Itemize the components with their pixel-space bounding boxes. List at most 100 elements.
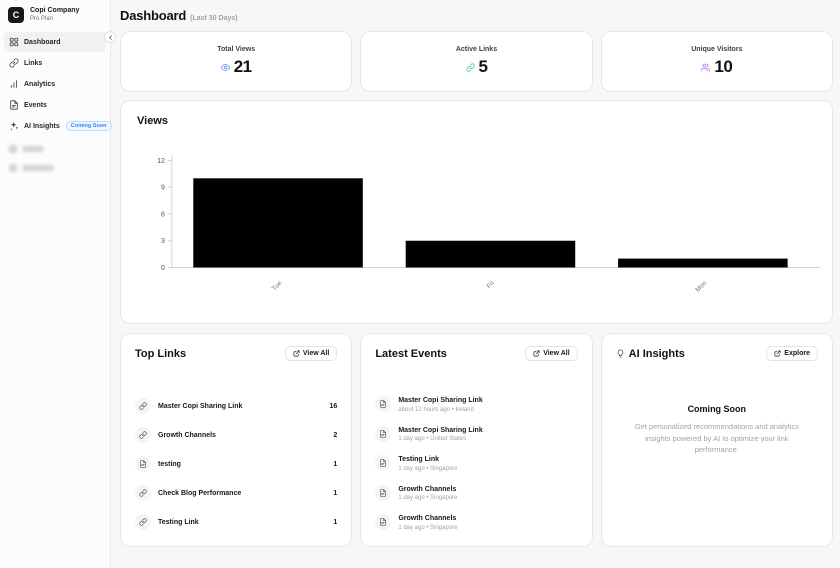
svg-text:12: 12	[157, 158, 165, 165]
event-row[interactable]: Testing Link 1 day ago • Singapore	[375, 455, 577, 472]
sidebar-item-ai-insights[interactable]: AI Insights Coming Soon	[4, 116, 112, 136]
event-meta: 1 day ago • Singapore	[398, 495, 458, 501]
stats-row: Total Views 21 Active Links 5 Unique Vis…	[120, 31, 833, 92]
svg-text:0: 0	[161, 265, 165, 272]
latest-events-panel: Latest Events View All Master Copi Shari…	[360, 333, 593, 547]
sidebar-collapse-button[interactable]	[104, 31, 116, 43]
svg-text:Fri: Fri	[486, 280, 496, 290]
document-icon	[375, 484, 392, 501]
blurred-icon	[9, 164, 17, 172]
svg-text:9: 9	[161, 185, 165, 192]
main-content: Dashboard (Last 30 Days) Total Views 21 …	[112, 0, 840, 568]
link-count: 2	[333, 431, 338, 439]
explore-button[interactable]: Explore	[766, 346, 818, 361]
external-link-icon	[293, 350, 300, 357]
views-chart-title: Views	[137, 115, 168, 127]
document-icon	[135, 456, 151, 472]
bar-chart-icon	[9, 79, 19, 89]
page-header: Dashboard (Last 30 Days)	[120, 8, 238, 23]
event-name: Master Copi Sharing Link	[398, 397, 483, 404]
svg-text:3: 3	[161, 238, 165, 245]
coming-soon-heading: Coming Soon	[687, 404, 747, 414]
event-meta: 1 day ago • United States	[398, 436, 467, 442]
link-icon	[9, 58, 19, 68]
event-name: Growth Channels	[398, 485, 457, 493]
stat-value: 5	[478, 57, 488, 76]
link-row[interactable]: Master Copi Sharing Link 16	[135, 398, 337, 414]
link-count: 1	[333, 518, 338, 526]
external-link-icon	[533, 350, 540, 357]
sidebar-item-analytics[interactable]: Analytics	[4, 74, 106, 94]
view-all-events-button[interactable]: View All	[525, 346, 578, 361]
stat-label: Unique Visitors	[691, 46, 743, 53]
blurred-icon	[9, 145, 17, 153]
document-icon	[9, 100, 19, 110]
grid-icon	[9, 37, 19, 47]
event-meta: about 12 hours ago • Ireland	[398, 406, 474, 413]
blurred-label	[22, 165, 54, 171]
view-all-links-button[interactable]: View All	[284, 346, 338, 361]
chevron-left-icon	[107, 34, 114, 41]
users-icon	[701, 63, 711, 72]
company-plan: Pro Plan	[30, 16, 54, 23]
sparkles-icon	[9, 121, 19, 131]
company-name: Copi Company	[30, 7, 80, 15]
event-row[interactable]: Growth Channels 1 day ago • Singapore	[375, 514, 577, 531]
sidebar-item-blurred	[4, 140, 106, 158]
link-name: Master Copi Sharing Link	[158, 402, 243, 410]
event-row[interactable]: Growth Channels 1 day ago • Singapore	[375, 484, 577, 501]
stat-value: 21	[233, 57, 252, 76]
link-icon	[135, 514, 151, 530]
lightbulb-icon	[616, 349, 625, 358]
link-icon	[465, 62, 475, 72]
document-icon	[375, 425, 392, 442]
page-title: Dashboard	[120, 8, 187, 23]
stat-card-total-views: Total Views 21	[120, 31, 353, 92]
top-links-list: Master Copi Sharing Link 16 Growth Chann…	[135, 398, 337, 530]
blurred-label	[22, 146, 44, 152]
event-meta: 1 day ago • Singapore	[398, 524, 458, 531]
link-row[interactable]: Check Blog Performance 1	[135, 485, 337, 501]
ai-insights-description: Get personalized recommendations and ana…	[634, 422, 799, 455]
document-icon	[375, 396, 392, 412]
link-name: Testing Link	[158, 518, 199, 526]
top-links-title: Top Links	[135, 347, 187, 360]
sidebar-item-links[interactable]: Links	[4, 53, 106, 73]
link-count: 1	[333, 460, 338, 468]
ai-insights-panel: AI Insights Explore Coming Soon Get pers…	[600, 333, 833, 547]
coming-soon-badge: Coming Soon	[65, 121, 112, 131]
link-name: testing	[158, 460, 181, 468]
sidebar-item-blurred	[4, 159, 106, 177]
link-icon	[135, 398, 151, 414]
sidebar-item-events[interactable]: Events	[4, 95, 106, 115]
svg-text:6: 6	[161, 211, 165, 218]
link-name: Growth Channels	[158, 431, 216, 439]
link-count: 1	[333, 489, 338, 497]
event-name: Testing Link	[398, 456, 440, 463]
stat-card-active-links: Active Links 5	[360, 31, 593, 92]
page-subtitle: (Last 30 Days)	[190, 15, 238, 22]
event-row[interactable]: Master Copi Sharing Link 1 day ago • Uni…	[375, 425, 577, 442]
stat-card-unique-visitors: Unique Visitors 10	[600, 31, 833, 92]
link-icon	[135, 485, 151, 501]
sidebar-item-dashboard[interactable]: Dashboard	[4, 32, 106, 52]
link-row[interactable]: Growth Channels 2	[135, 427, 337, 443]
ai-insights-title: AI Insights	[628, 347, 685, 360]
event-row[interactable]: Master Copi Sharing Link about 12 hours …	[375, 396, 577, 413]
sidebar-nav: Dashboard Links Analytics Events AI	[0, 29, 112, 140]
event-meta: 1 day ago • Singapore	[398, 465, 458, 472]
document-icon	[375, 514, 392, 530]
stat-value: 10	[714, 57, 733, 76]
link-count: 16	[329, 402, 338, 410]
link-row[interactable]: Testing Link 1	[135, 514, 337, 530]
bottom-row: Top Links View All Master Copi Sharing L…	[120, 333, 833, 547]
link-icon	[135, 427, 151, 443]
stat-label: Total Views	[217, 46, 256, 53]
views-chart: 0 3 6 9 12 Tue Fri Mon	[157, 155, 821, 294]
external-link-icon	[774, 350, 781, 357]
event-name: Master Copi Sharing Link	[398, 426, 483, 434]
company-logo: C	[8, 7, 24, 23]
eye-icon	[220, 63, 230, 72]
link-row[interactable]: testing 1	[135, 456, 337, 472]
latest-events-list: Master Copi Sharing Link about 12 hours …	[375, 396, 577, 531]
